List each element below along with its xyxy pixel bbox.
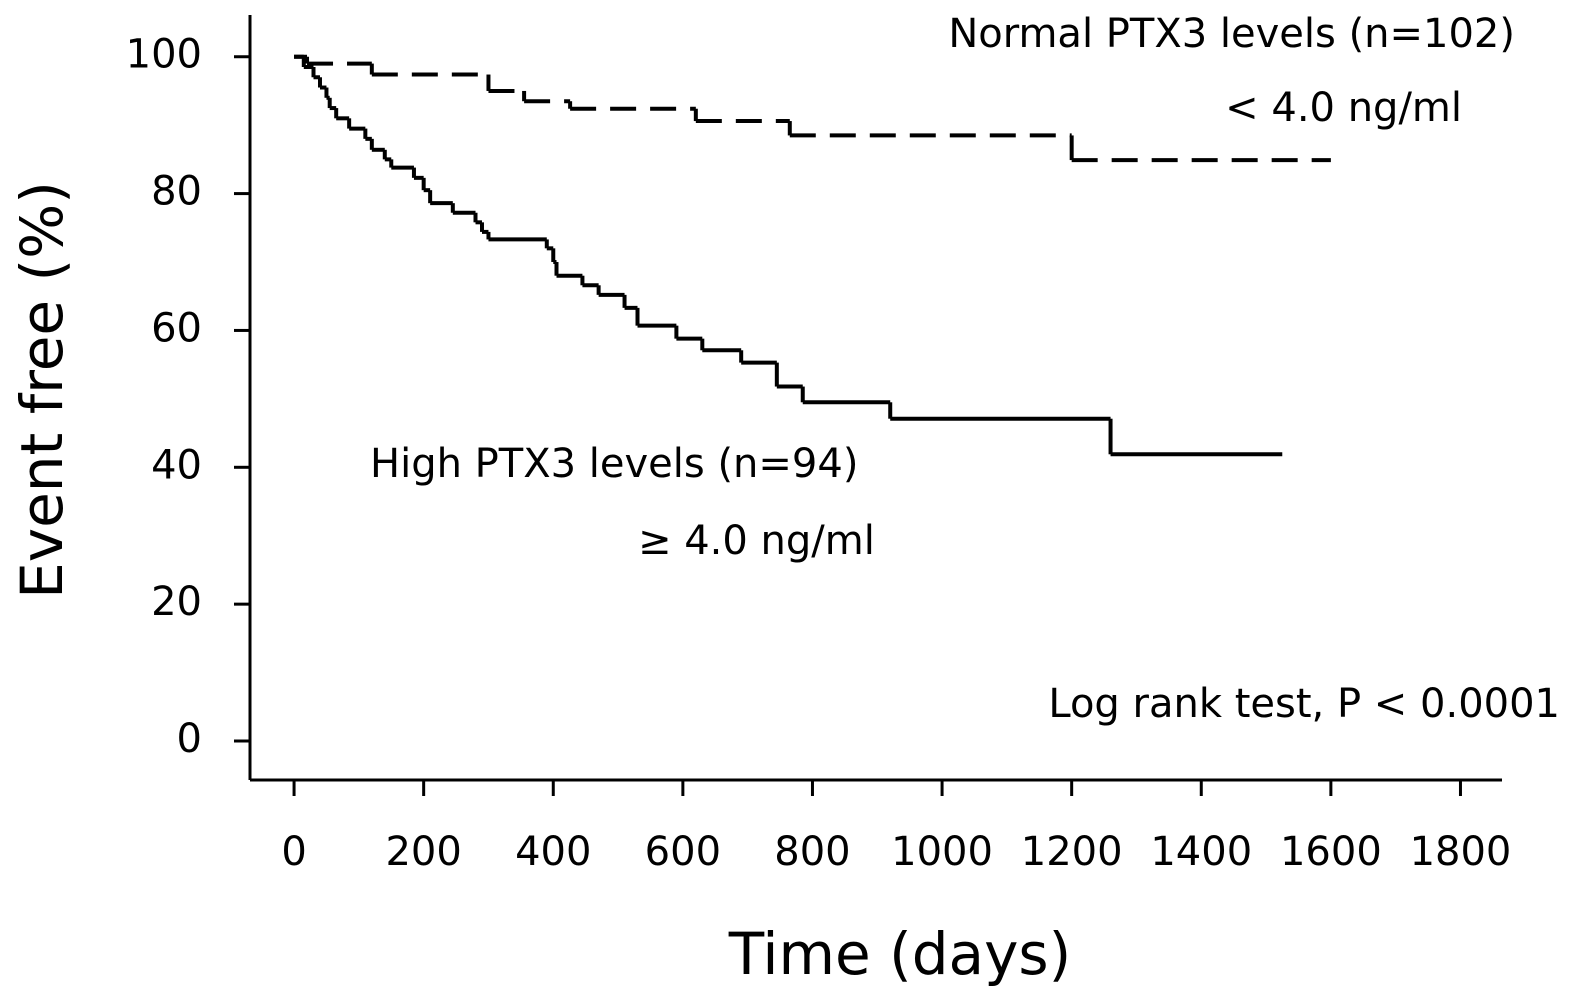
annotation: ≥ 4.0 ng/ml	[638, 518, 875, 564]
x-tick-label: 1600	[1280, 829, 1382, 875]
y-tick-label: 0	[177, 716, 202, 762]
x-tick-label: 200	[385, 829, 461, 875]
y-tick-label: 60	[151, 305, 202, 351]
annotation: Normal PTX3 levels (n=102)	[948, 11, 1515, 57]
y-tick-label: 20	[151, 579, 202, 625]
y-tick-label: 100	[126, 32, 202, 78]
y-tick-label: 40	[151, 442, 202, 488]
annotation: < 4.0 ng/ml	[1225, 85, 1462, 131]
x-tick-label: 1000	[891, 829, 993, 875]
x-tick-label: 600	[645, 829, 721, 875]
x-tick-label: 800	[774, 829, 850, 875]
annotation: High PTX3 levels (n=94)	[370, 441, 858, 487]
x-tick-label: 1200	[1021, 829, 1123, 875]
x-tick-label: 1400	[1150, 829, 1252, 875]
x-tick-label: 400	[515, 829, 591, 875]
x-axis-title: Time (days)	[728, 920, 1072, 988]
y-tick-label: 80	[151, 169, 202, 215]
x-tick-label: 0	[281, 829, 306, 875]
y-axis-title: Event free (%)	[8, 181, 76, 599]
annotation: Log rank test, P < 0.0001	[1048, 681, 1560, 727]
x-tick-label: 1800	[1410, 829, 1512, 875]
